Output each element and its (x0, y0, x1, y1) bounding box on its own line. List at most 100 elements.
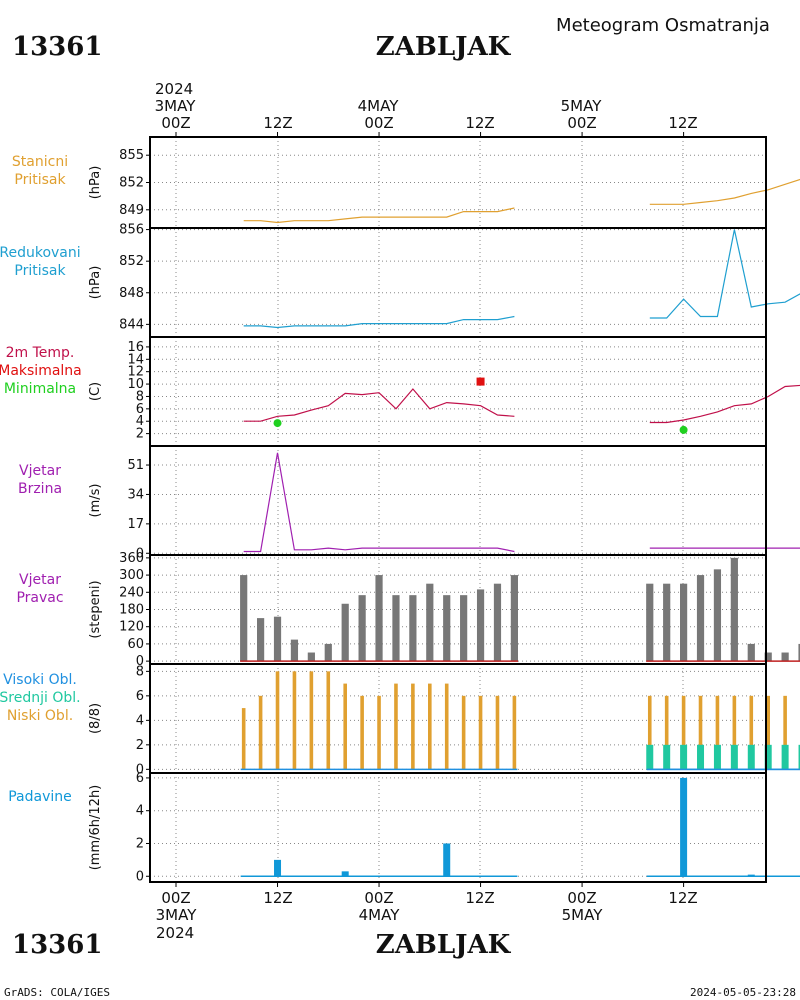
reduced-pressure-series-line (243, 315, 515, 329)
product-title: Meteogram Osmatranja (556, 15, 770, 36)
y-tick-label: 17 (127, 517, 144, 532)
panel-label: Srednji Obl. (0, 690, 81, 706)
wind-direction-bar (443, 595, 451, 662)
wind-direction-bar (392, 595, 400, 662)
bottom-tick-label: 12Z (263, 889, 292, 907)
low-cloud-bar (360, 695, 364, 770)
mid-cloud-bar (747, 744, 755, 770)
wind-direction-bar (426, 583, 434, 662)
wind-direction-bar (781, 652, 789, 662)
panel-label: Niski Obl. (7, 708, 73, 724)
y-tick-label: 300 (119, 568, 144, 583)
y-tick-label: 852 (119, 254, 144, 269)
wind-direction-bar (375, 575, 383, 662)
low-cloud-bar (647, 695, 652, 770)
wind-direction-bar (764, 652, 772, 662)
bottom-date-label: 5MAY (562, 906, 604, 924)
y-axis-unit: (hPa) (88, 166, 103, 200)
y-axis-unit: (8/8) (88, 703, 103, 734)
top-date-label: 5MAY (561, 97, 603, 115)
wind-direction-bar (307, 652, 315, 662)
y-tick-label: 6 (136, 402, 144, 417)
mid-cloud-bar (663, 744, 671, 770)
panel-reduced_pressure: 844 848 852 856 (hPa) Redukovani Pritisak (0, 223, 800, 337)
low-cloud-bar (495, 695, 500, 770)
wind-speed-series-line (243, 452, 515, 553)
y-tick-label: 2 (136, 427, 144, 442)
y-tick-label: 6 (136, 771, 144, 786)
low-cloud-bar (664, 695, 669, 770)
low-cloud-bar (394, 683, 398, 770)
low-cloud-bar (411, 683, 415, 770)
wind-direction-bar (798, 643, 800, 662)
wind-direction-bar (409, 595, 417, 662)
panel-label: Padavine (8, 789, 72, 805)
panel-frame (149, 445, 767, 556)
wind-direction-bar (510, 575, 518, 662)
wind-direction-bar (257, 618, 265, 662)
y-tick-label: 16 (127, 340, 144, 355)
low-cloud-bar (732, 695, 737, 770)
y-tick-label: 0 (136, 869, 144, 884)
low-cloud-bar (681, 695, 686, 770)
bottom-tick-label: 00Z (161, 889, 190, 907)
top-date-label: 3MAY (155, 97, 197, 115)
footer-credit: GrADS: COLA/IGES (4, 986, 110, 999)
mid-cloud-bar (713, 744, 721, 770)
wind-direction-bar (646, 583, 654, 662)
pressure-series-line (649, 178, 800, 205)
panel-label: Maksimalna (0, 363, 82, 379)
wind-direction-bar (341, 603, 349, 662)
wind-direction-bar (713, 569, 722, 662)
top-date-label: 4MAY (358, 97, 400, 115)
panel-frame (149, 772, 767, 883)
panel-precipitation: 0 2 4 6 (mm/6h/12h) Padavine (8, 771, 800, 884)
y-tick-label: 8 (136, 664, 144, 679)
low-cloud-bar (783, 695, 787, 770)
low-cloud-bar (478, 695, 483, 770)
low-cloud-bar (749, 695, 754, 770)
top-year-label: 2024 (155, 80, 193, 98)
low-cloud-bar (444, 683, 449, 770)
low-cloud-bar (461, 695, 466, 770)
footer-station-name: ZABLJAK (376, 930, 512, 960)
low-cloud-bar (377, 695, 381, 770)
y-tick-label: 856 (119, 223, 144, 238)
y-tick-label: 0 (136, 654, 144, 669)
bottom-tick-label: 12Z (465, 889, 494, 907)
wind-direction-bar (680, 583, 688, 662)
panel-label: Vjetar (19, 463, 61, 479)
precipitation-bar (274, 859, 282, 877)
temperature-series-line (649, 384, 800, 424)
panel-label: Pritisak (14, 172, 66, 188)
panel-label: Brzina (18, 481, 62, 497)
top-tick-label: 12Z (263, 114, 292, 132)
bottom-tick-label: 12Z (668, 889, 697, 907)
mid-cloud-bar (646, 744, 654, 770)
y-axis-unit: (stepeni) (88, 580, 103, 638)
wind-direction-bar (358, 595, 366, 662)
y-tick-label: 852 (119, 176, 144, 191)
low-cloud-bar (698, 695, 703, 770)
top-tick-label: 00Z (161, 114, 190, 132)
wind-direction-bar (273, 616, 282, 662)
y-tick-label: 844 (119, 317, 144, 332)
y-axis-unit: (C) (88, 382, 103, 401)
tmin-marker (679, 425, 688, 434)
panel-label: Pritisak (14, 263, 66, 279)
station-id: 13361 (12, 32, 102, 62)
low-cloud-bar (326, 671, 331, 770)
panel-label: Stanicni (12, 154, 68, 170)
y-tick-label: 6 (136, 689, 144, 704)
low-cloud-bar (343, 683, 347, 770)
mid-cloud-bar (730, 744, 738, 770)
y-tick-label: 4 (136, 804, 144, 819)
mid-cloud-bar (680, 744, 688, 770)
wind-speed-series-line (649, 547, 800, 549)
low-cloud-bar (258, 695, 263, 770)
precipitation-bar (747, 874, 755, 877)
pressure-series-line (243, 207, 515, 224)
wind-direction-bar (493, 583, 502, 662)
precipitation-bar (680, 777, 688, 877)
low-cloud-bar (512, 695, 517, 770)
